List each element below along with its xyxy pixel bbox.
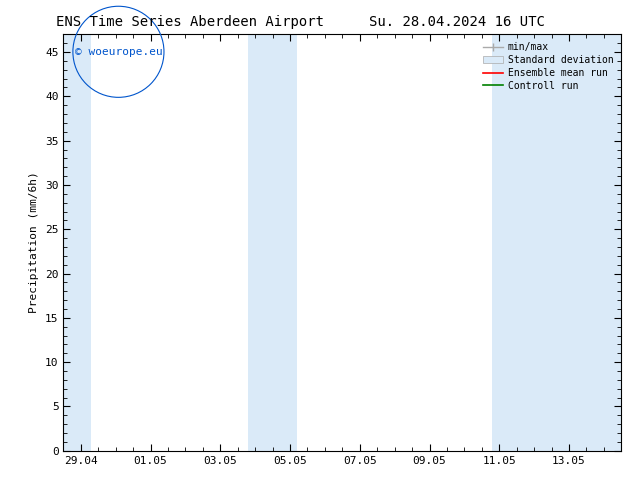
Bar xyxy=(63,34,91,451)
Text: © woeurope.eu: © woeurope.eu xyxy=(75,47,162,57)
Bar xyxy=(493,34,621,451)
Legend: min/max, Standard deviation, Ensemble mean run, Controll run: min/max, Standard deviation, Ensemble me… xyxy=(481,39,616,94)
Text: ENS Time Series Aberdeen Airport: ENS Time Series Aberdeen Airport xyxy=(56,15,324,29)
Bar xyxy=(248,34,297,451)
Text: Su. 28.04.2024 16 UTC: Su. 28.04.2024 16 UTC xyxy=(368,15,545,29)
Y-axis label: Precipitation (mm/6h): Precipitation (mm/6h) xyxy=(30,172,39,314)
